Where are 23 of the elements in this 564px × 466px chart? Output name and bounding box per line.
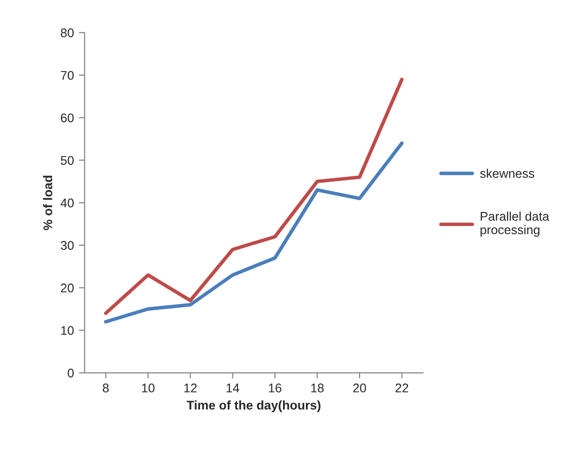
- y-tick-label: 10: [61, 326, 74, 335]
- y-tick-label: 50: [60, 156, 74, 165]
- y-axis-title: % of load: [43, 176, 52, 230]
- y-tick-label: 80: [60, 28, 74, 38]
- x-tick-label: 12: [184, 384, 197, 392]
- y-tick-label: 20: [60, 284, 74, 292]
- line-series: [104, 78, 404, 316]
- y-tick-label: 40: [60, 198, 74, 208]
- y-tick-label: 70: [60, 70, 74, 80]
- y-tick-label: 60: [60, 113, 74, 122]
- line-series: [104, 141, 404, 324]
- x-tick-label: 22: [396, 384, 408, 392]
- y-tick-label: 0: [68, 368, 74, 378]
- x-tick-label: 20: [353, 384, 366, 392]
- x-tick-label: 10: [142, 384, 155, 392]
- x-tick-label: 16: [268, 384, 282, 392]
- x-axis-title: Time of the day(hours): [186, 400, 320, 412]
- x-tick-label: 18: [311, 384, 324, 392]
- x-tick-label: 14: [226, 384, 240, 392]
- y-tick-label: 30: [60, 241, 74, 250]
- legend-label: Parallel data processing: [480, 212, 550, 237]
- x-tick-label: 8: [102, 384, 109, 392]
- legend-label: skewness: [480, 168, 534, 178]
